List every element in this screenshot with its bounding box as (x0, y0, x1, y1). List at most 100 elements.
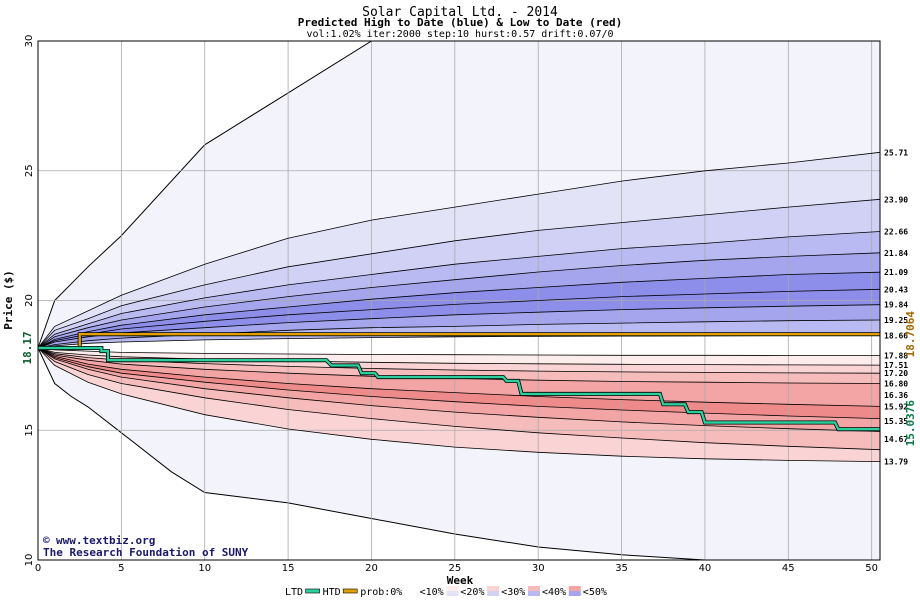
percentile-line (37, 347, 881, 451)
x-axis-label: Week (447, 574, 474, 587)
x-tick-label: 25 (448, 563, 461, 574)
percentile-line (37, 347, 881, 374)
upper-prob-band (38, 272, 880, 348)
right-value-label: 15.92 (884, 402, 908, 411)
percentile-line (37, 347, 881, 384)
ltd-line (38, 346, 880, 431)
right-value-labels: 25.71 23.90 22.66 21.84 21.09 20.43 19.84 19.25… (884, 148, 908, 466)
percentile-line (37, 347, 880, 356)
percentile-lines (37, 151, 881, 462)
right-value-label: 21.84 (884, 249, 908, 258)
right-value-label: 17.51 (884, 361, 908, 370)
right-value-label: 19.84 (884, 301, 908, 310)
axis-ticks: 0 5 10 15 20 25 30 35 40 45 50 10 15 20 25 30 (24, 35, 878, 574)
legend-prob-swatch (405, 591, 418, 596)
right-value-label: 15.35 (884, 417, 908, 426)
right-value-label: 13.79 (884, 458, 908, 467)
percentile-line (37, 151, 881, 349)
right-value-label: 20.43 (884, 285, 908, 294)
simulation-params: vol:1.02% iter:2000 step:10 hurst:0.57 d… (306, 29, 613, 40)
right-value-label: 25.71 (884, 148, 908, 157)
chart-title: Solar Capital Ltd. - 2014 (362, 5, 558, 20)
right-value-label: 17.20 (884, 369, 908, 378)
percentile-line (37, 347, 881, 407)
legend-ltd-label: LTD (285, 587, 303, 598)
upper-prob-band (38, 289, 880, 348)
end-ltd-value-label: 15.0376 (904, 400, 917, 447)
percentile-line (37, 347, 881, 419)
legend-prob-bucket: <40% (542, 587, 566, 598)
x-tick-label: 50 (865, 563, 878, 574)
legend-prob-swatch (405, 586, 418, 591)
right-value-label: 22.66 (884, 227, 908, 236)
copyright-icon: © (43, 534, 50, 547)
legend-prob-swatch (446, 591, 459, 596)
credit-org: The Research Foundation of SUNY (43, 546, 249, 559)
legend-prob-swatch (446, 586, 459, 591)
legend-prob-swatch (528, 586, 540, 591)
credits-block: © www.textbiz.org The Research Foundatio… (43, 534, 249, 559)
legend-htd-swatch (342, 588, 358, 594)
right-value-label: 21.09 (884, 268, 908, 277)
y-axis-label: Price ($) (2, 270, 15, 330)
legend-prob-swatch (487, 591, 500, 596)
end-htd-value-label: 18.7064 (904, 311, 917, 358)
y-tick-label: 10 (24, 554, 35, 567)
percentile-line (37, 304, 881, 349)
lower-prob-band (38, 348, 880, 374)
upper-prob-band (38, 252, 880, 348)
right-value-label: 18.66 (884, 331, 908, 340)
right-value-label: 23.90 (884, 195, 908, 204)
start-price-label: 18.17 (21, 331, 34, 364)
upper-prob-band (38, 199, 880, 348)
percentile-line (37, 347, 881, 462)
chart-subtitle: Predicted High to Date (blue) & Low to D… (298, 16, 623, 29)
percentile-line (37, 347, 881, 432)
legend: LTD HTD prob:0% <10% <20% <30% <40% <50% (285, 586, 607, 598)
x-tick-label: 30 (532, 563, 545, 574)
percentile-line (37, 347, 881, 366)
credit-site: www.textbiz.org (56, 534, 155, 547)
median-band (38, 335, 880, 356)
legend-prob-bucket: <20% (460, 587, 484, 598)
lower-prob-band (38, 348, 880, 419)
x-tick-label: 45 (782, 563, 795, 574)
x-tick-label: 5 (118, 563, 124, 574)
x-tick-label: 15 (282, 563, 295, 574)
y-tick-label: 25 (24, 164, 35, 177)
x-tick-label: 35 (615, 563, 628, 574)
percentile-line (37, 198, 881, 349)
upper-prob-band (38, 152, 880, 348)
lower-prob-band (38, 348, 880, 366)
percentile-line (37, 319, 881, 349)
legend-prob-swatch (528, 591, 540, 596)
right-value-label: 16.36 (884, 391, 908, 400)
x-tick-label: 0 (35, 563, 41, 574)
legend-prob-label: prob:0% (360, 587, 402, 598)
y-tick-label: 30 (24, 35, 35, 48)
percentile-line (37, 271, 881, 349)
x-tick-label: 10 (198, 563, 211, 574)
legend-prob-swatch (568, 586, 581, 591)
right-value-label: 14.67 (884, 435, 908, 444)
right-value-label: 16.80 (884, 380, 908, 389)
legend-prob-bucket: <10% (420, 587, 444, 598)
upper-prob-band (38, 304, 880, 348)
lower-prob-band (38, 348, 880, 407)
plot-frame (37, 40, 881, 561)
price-series (38, 332, 880, 432)
legend-ltd-swatch (305, 588, 320, 594)
percentile-line (37, 252, 881, 349)
lower-prob-band (38, 348, 880, 384)
x-tick-label: 20 (365, 563, 378, 574)
lower-prob-band (38, 348, 880, 462)
right-value-label: 17.88 (884, 352, 908, 361)
percentile-line (37, 231, 881, 349)
upper-prob-band (38, 231, 880, 348)
legend-prob-swatch (568, 591, 581, 596)
y-tick-label: 15 (24, 424, 35, 437)
legend-htd-label: HTD (323, 587, 341, 598)
y-tick-label: 20 (24, 294, 35, 307)
legend-prob-swatch (487, 586, 500, 591)
